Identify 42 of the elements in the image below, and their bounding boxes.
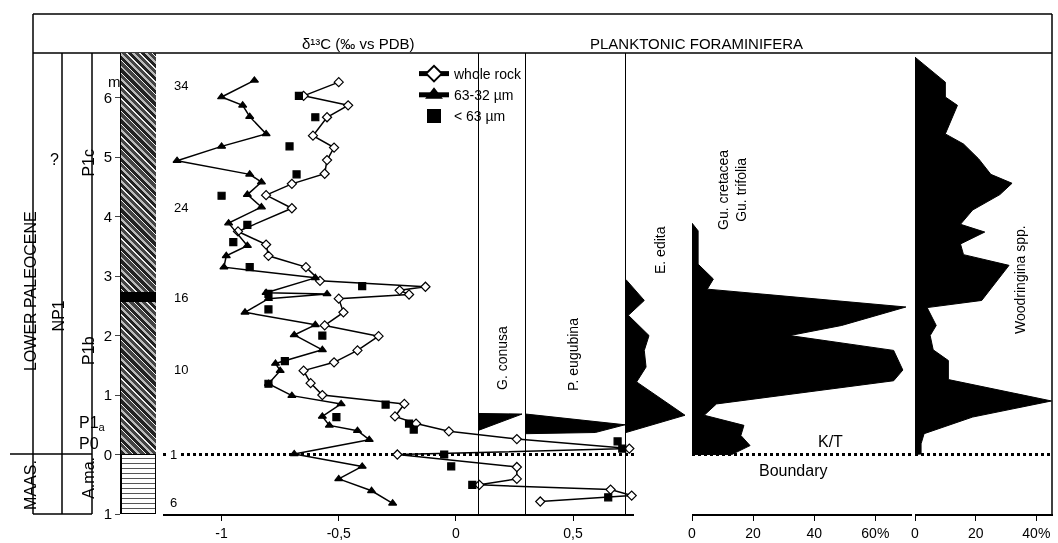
text: Gu. cretacea Gu. trifolia [715, 149, 750, 230]
y-tick-label: 0 [103, 445, 112, 463]
annotation: 1 [170, 447, 178, 462]
x-tick-label: 40% [1022, 524, 1051, 541]
x-tick-label: 20 [967, 524, 984, 541]
x-tick-label: 0 [911, 524, 920, 541]
text: A.ma. [80, 457, 98, 499]
annotation: Boundary [759, 462, 828, 479]
annotation: 6 [170, 495, 178, 510]
text: P1c [80, 148, 98, 177]
x-tick-label: -0,5 [326, 524, 352, 541]
x-tick-label: -1 [215, 524, 229, 541]
y-tick-label: 5 [103, 148, 112, 166]
annotation: K/T [818, 433, 844, 450]
x-tick-label: 40 [806, 524, 823, 541]
text: E. edita [652, 226, 668, 274]
y-tick-label: 6 [103, 88, 112, 106]
y-axis-title: m [108, 73, 121, 90]
annotation: 10 [174, 362, 189, 377]
text: P1b [80, 336, 98, 365]
chart-title: δ¹³C (‰ vs PDB) [302, 35, 415, 52]
text: LOWER PALEOCENE [21, 211, 39, 372]
text: Woodringina spp. [1012, 225, 1028, 334]
chart-title: PLANKTONIC FORAMINIFERA [590, 35, 804, 52]
y-tick-label: 3 [103, 267, 112, 285]
x-tick-label: 60% [861, 524, 890, 541]
y-tick-label: 1 [103, 386, 112, 404]
text: NP1 [49, 300, 67, 332]
x-tick-label: 0 [688, 524, 697, 541]
annotation: 34 [174, 78, 189, 93]
annotation: 16 [174, 290, 189, 305]
text: MAAS. [22, 460, 40, 510]
text: G. conusa [494, 325, 510, 390]
x-tick-label: 0 [452, 524, 461, 541]
x-tick-label: 0,5 [563, 524, 584, 541]
y-tick-label: 1 [103, 505, 112, 523]
y-tick-label: 4 [103, 207, 112, 225]
text: ? [50, 151, 59, 168]
text: P. eugubina [565, 317, 581, 391]
x-tick-label: 20 [745, 524, 762, 541]
y-tick-label: 2 [103, 326, 112, 344]
annotation: 24 [174, 200, 189, 215]
